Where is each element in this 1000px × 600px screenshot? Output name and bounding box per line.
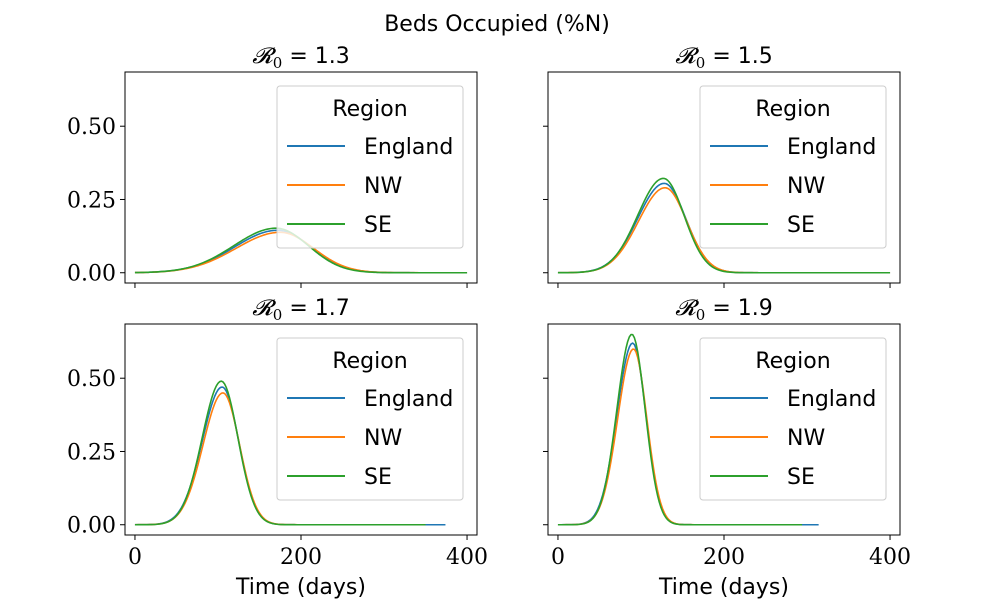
- legend-label-nw: NW: [364, 426, 402, 451]
- y-tick-label: 0.50: [67, 115, 116, 140]
- legend: Region England NW SE: [276, 337, 464, 501]
- y-tick-label: 0.00: [67, 262, 116, 287]
- legend: Region England NW SE: [699, 337, 887, 501]
- legend-box: [276, 85, 464, 249]
- figure-title: Beds Occupied (%N): [384, 12, 610, 37]
- x-tick-label: 0: [128, 545, 142, 570]
- series-line-se: [134, 380, 426, 526]
- x-axis-label: Time (days): [658, 575, 789, 600]
- x-tick-label: 200: [280, 545, 322, 570]
- legend-label-nw: NW: [787, 174, 825, 199]
- subplot-title: 𝓡0 = 1.5: [675, 44, 773, 72]
- y-tick-label: 0.25: [67, 188, 116, 213]
- legend-label-se: SE: [787, 213, 815, 238]
- y-tick-label: 0.00: [67, 514, 116, 539]
- x-tick-label: 200: [703, 545, 745, 570]
- series-lines: [134, 380, 446, 526]
- x-tick-label: 400: [446, 545, 488, 570]
- legend-label-se: SE: [364, 465, 392, 490]
- legend-label-nw: NW: [787, 426, 825, 451]
- legend-label-england: England: [364, 135, 453, 160]
- x-tick-label: 0: [551, 545, 565, 570]
- legend-label-se: SE: [787, 465, 815, 490]
- subplot-1: 𝓡0 = 1.3 0.00 0.25 0.50 Region England NW SE: [67, 44, 478, 288]
- x-tick-label: 400: [869, 545, 911, 570]
- legend-label-england: England: [787, 387, 876, 412]
- series-line-se: [557, 177, 891, 274]
- series-line-se: [557, 333, 803, 526]
- legend-box: [276, 337, 464, 501]
- subplot-2: 𝓡0 = 1.5 Region England NW SE: [543, 44, 901, 288]
- y-tick-label: 0.50: [67, 367, 116, 392]
- legend-title: Region: [755, 97, 830, 122]
- legend-label-england: England: [787, 135, 876, 160]
- legend-box: [699, 337, 887, 501]
- subplot-title: 𝓡0 = 1.9: [675, 296, 773, 324]
- legend-label-se: SE: [364, 213, 392, 238]
- legend-title: Region: [332, 349, 407, 374]
- legend-title: Region: [755, 349, 830, 374]
- legend-label-england: England: [364, 387, 453, 412]
- legend: Region England NW SE: [276, 85, 464, 249]
- legend: Region England NW SE: [699, 85, 887, 249]
- legend-box: [699, 85, 887, 249]
- series-lines: [557, 177, 891, 274]
- y-tick-label: 0.25: [67, 440, 116, 465]
- legend-label-nw: NW: [364, 174, 402, 199]
- x-axis-label: Time (days): [235, 575, 366, 600]
- subplot-title: 𝓡0 = 1.7: [252, 296, 350, 324]
- series-lines: [557, 333, 819, 526]
- subplot-4: 𝓡0 = 1.9 0 200 400 Time (days) Region England N…: [543, 296, 911, 600]
- subplot-title: 𝓡0 = 1.3: [252, 44, 350, 72]
- legend-title: Region: [332, 97, 407, 122]
- subplot-3: 𝓡0 = 1.7 0.00 0.25 0.50 0 200 400 Time (days) Re…: [67, 296, 488, 600]
- subplots-grid: 𝓡0 = 1.30.000.250.50RegionEnglandNWSE𝓡0 …: [67, 44, 911, 600]
